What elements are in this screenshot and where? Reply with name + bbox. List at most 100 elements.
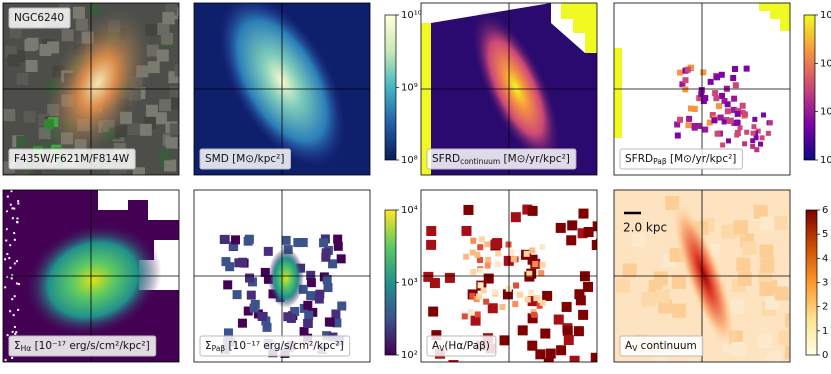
pixel: [14, 332, 17, 335]
pixel: [785, 313, 790, 328]
pixel: [485, 256, 492, 263]
colorbar-tick-label: 5: [822, 229, 828, 240]
pixel: [4, 346, 7, 349]
pixel: [671, 274, 686, 289]
pixel: [6, 275, 9, 278]
pixel: [13, 207, 16, 210]
pixel: [43, 119, 54, 130]
pixel: [474, 311, 481, 318]
pixel: [477, 282, 484, 289]
pixel: [563, 335, 574, 346]
galaxy: [45, 8, 151, 158]
pixel: [17, 283, 20, 286]
pixel: [733, 220, 748, 235]
pixel: [476, 257, 483, 264]
pixel: [685, 122, 692, 129]
pixel: [10, 322, 13, 325]
pixel: [714, 130, 721, 137]
pixel: [8, 320, 11, 323]
pixel: [788, 316, 790, 331]
pixel: [545, 348, 556, 359]
pixel: [731, 95, 738, 102]
panel-label: AV(Hα/Paβ): [432, 340, 490, 353]
pixel: [290, 306, 300, 316]
pixel: [3, 109, 16, 122]
label-part: V: [632, 344, 638, 353]
pixel: [591, 240, 597, 251]
panel-label: SMD [M⊙/kpc²]: [205, 153, 284, 165]
pixel: [246, 290, 256, 300]
pixel: [522, 204, 533, 215]
pixel: [533, 295, 540, 302]
pixel: [467, 309, 474, 316]
label-part: [M⊙/yr/kpc²]: [667, 153, 737, 165]
pixel: [15, 331, 18, 334]
pixel: [543, 357, 554, 362]
pixel: [11, 274, 14, 277]
pixel: [750, 143, 756, 149]
pixel: [7, 54, 20, 67]
pixel: [758, 334, 773, 349]
frame: [2, 189, 180, 363]
colorbar-tick-label: 4: [822, 253, 828, 264]
pixel: [539, 244, 546, 251]
pixel: [281, 235, 291, 245]
pixel: [761, 112, 767, 118]
pixel: [6, 253, 9, 256]
pixel: [737, 271, 752, 286]
colorbar: [384, 14, 397, 161]
pixel: [337, 301, 347, 311]
pixel: [306, 278, 316, 288]
panel-label: F435W/F621M/F814W: [14, 153, 130, 165]
frame: [2, 2, 180, 176]
pixel: [523, 250, 530, 257]
pixel: [542, 290, 553, 301]
pixel: [474, 251, 481, 258]
pixel: [333, 234, 343, 244]
galaxy: [671, 199, 737, 351]
pixel: [480, 287, 487, 294]
pixel: [527, 254, 538, 265]
pixel: [159, 99, 172, 112]
pixel: [321, 248, 331, 258]
colorbar: [384, 209, 397, 356]
pixel: [169, 85, 179, 98]
pixel: [11, 207, 14, 210]
pixel: [495, 250, 502, 257]
label-part: Σ: [205, 340, 212, 352]
pixel: [147, 61, 160, 74]
pixel: [9, 266, 12, 269]
pixel: [13, 232, 16, 235]
pixel: [5, 200, 8, 203]
pixel: [567, 220, 578, 231]
pixel: [721, 119, 727, 125]
pixel: [17, 200, 20, 203]
pixel: [12, 314, 15, 317]
pixel: [231, 235, 241, 245]
label-box: [199, 148, 291, 170]
pixel: [726, 138, 732, 144]
pixel: [223, 328, 233, 338]
panel-label: AV continuum: [625, 340, 697, 353]
pixel: [9, 26, 22, 39]
label-part: SMD [M⊙/kpc²]: [205, 153, 284, 165]
pixel: [16, 72, 29, 85]
pixel: [6, 259, 9, 262]
pixel: [477, 244, 484, 251]
pixel: [61, 29, 74, 42]
edge: [614, 48, 622, 138]
pixel: [734, 110, 741, 117]
pixel: [734, 132, 740, 138]
pixel: [711, 117, 718, 124]
panel-label: SFRDPaβ [M⊙/yr/kpc²]: [625, 153, 736, 166]
pixel: [653, 271, 668, 286]
pixel: [13, 326, 16, 329]
colorbar-tick-label: 0: [822, 350, 828, 361]
pixel: [517, 325, 528, 336]
pixel: [737, 125, 743, 131]
pixel: [243, 306, 253, 316]
pixel: [583, 227, 594, 238]
pixel: [739, 102, 746, 109]
colorbar-tick-label: 10⁰: [820, 58, 831, 69]
